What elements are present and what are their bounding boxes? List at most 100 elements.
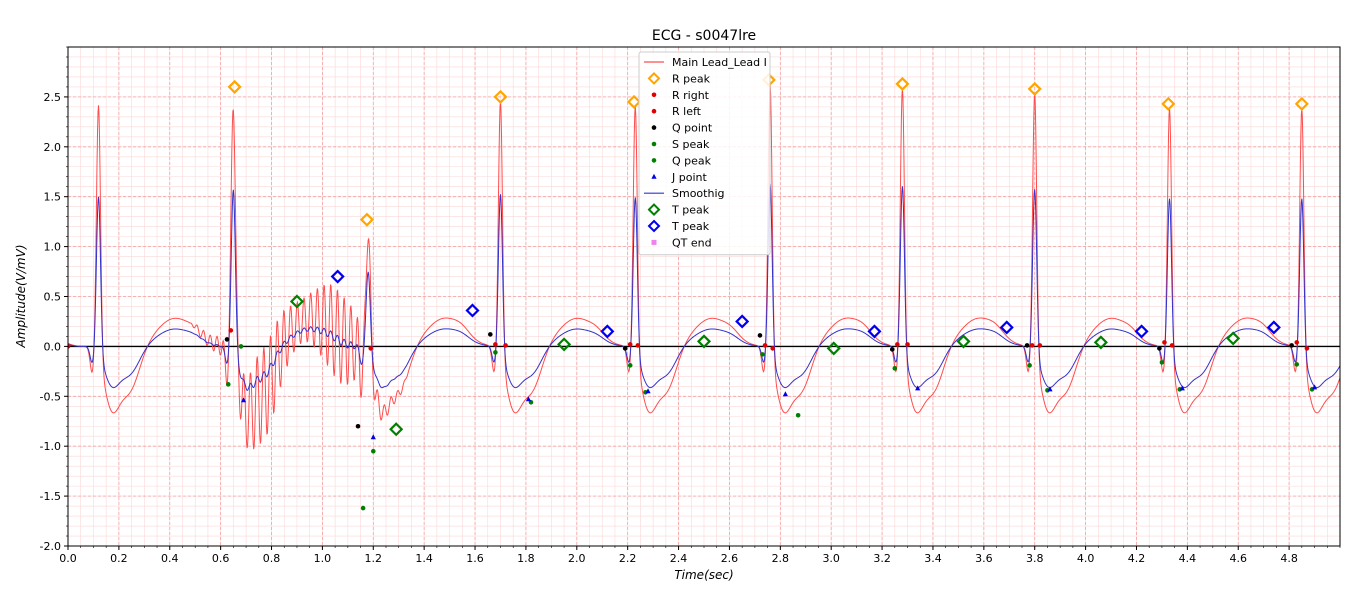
t-peak-green-marker — [696, 334, 712, 349]
y-tick-label: -2.0 — [40, 540, 61, 553]
chart-title: ECG - s0047lre — [652, 28, 756, 44]
s-peak-marker — [225, 382, 231, 387]
t-peak-blue-marker — [1266, 320, 1281, 335]
t-peak-green-marker — [557, 337, 572, 352]
x-tick-label: 2.0 — [568, 552, 586, 565]
x-tick-label: 3.6 — [975, 552, 993, 565]
r-point-marker — [1029, 343, 1035, 348]
r-peak-marker — [1294, 96, 1309, 111]
plot-area — [68, 72, 1340, 511]
x-tick-label: 3.0 — [822, 552, 840, 565]
y-tick-label: 1.5 — [44, 191, 62, 204]
j-point-marker — [1047, 386, 1053, 392]
r-point-marker — [1037, 343, 1043, 348]
r-point-marker — [905, 342, 910, 347]
r-peak-marker — [493, 89, 508, 104]
q-point-marker — [757, 333, 763, 338]
x-tick-label: 2.8 — [772, 552, 790, 565]
y-tick-label: 2.5 — [44, 91, 62, 104]
s-peak-marker — [360, 505, 366, 511]
x-tick-label: 4.6 — [1229, 552, 1247, 565]
t-peak-blue-marker — [999, 320, 1014, 335]
r-point-marker — [635, 343, 641, 348]
t-peak-green-marker — [956, 334, 971, 349]
legend-box — [638, 51, 771, 256]
legend-dot-swatch — [651, 108, 657, 114]
x-tick-label: 1.6 — [466, 552, 484, 565]
y-axis-label: Amplitude(V/mV) — [14, 244, 28, 348]
legend-diamond-swatch — [647, 203, 661, 217]
s-peak-marker — [238, 344, 244, 349]
q-point-marker — [622, 346, 628, 351]
legend-label: T peak — [671, 204, 710, 217]
y-tick-label: -1.5 — [40, 490, 61, 503]
r-peak-marker — [1161, 96, 1176, 111]
legend-square-swatch — [651, 239, 657, 245]
q-point-marker — [488, 332, 493, 337]
legend-dot-swatch — [651, 125, 657, 130]
j-point-marker — [915, 385, 921, 391]
s-peak-marker — [795, 412, 801, 418]
q-point-marker — [1024, 343, 1030, 348]
x-tick-label: 1.2 — [365, 552, 383, 565]
legend-label: Smoothig — [672, 187, 724, 200]
x-tick-label: 3.8 — [1026, 552, 1044, 565]
t-peak-green-marker — [826, 341, 841, 356]
legend-label: R right — [672, 89, 710, 102]
x-tick-label: 4.8 — [1280, 552, 1298, 565]
r-point-marker — [627, 342, 633, 347]
r-point-marker — [493, 342, 498, 347]
legend-label: Q point — [672, 122, 713, 135]
marker-layer — [68, 72, 1318, 511]
s-peak-marker — [1294, 362, 1300, 367]
x-tick-label: 1.8 — [517, 552, 535, 565]
y-axis: -2.0 -1.5 -1.0 -0.5 0.0 0.5 1.0 1.5 2.0 2.5 — [40, 46, 68, 553]
y-tick-label: 2.0 — [44, 141, 62, 154]
t-peak-green-marker — [289, 294, 305, 309]
r-peak-marker — [626, 94, 642, 109]
r-peak-marker — [359, 212, 374, 227]
y-tick-label: -1.0 — [40, 440, 61, 453]
s-peak-marker — [1159, 360, 1165, 365]
legend-diamond-swatch — [647, 219, 661, 233]
legend-label: Q peak — [672, 154, 712, 167]
legend-triangle-swatch — [651, 173, 657, 179]
x-tick-label: 2.2 — [619, 552, 637, 565]
t-peak-blue-marker — [465, 303, 480, 318]
t-peak-green-marker — [1226, 331, 1241, 346]
y-tick-label: -0.5 — [40, 390, 61, 403]
legend: Main Lead_Lead I R peak R right R left Q poi… — [638, 51, 771, 256]
t-peak-green-marker — [389, 422, 404, 437]
x-tick-label: 0.2 — [110, 552, 128, 565]
x-tick-label: 3.4 — [924, 552, 942, 565]
r-peak-marker — [1027, 81, 1042, 96]
r-point-marker — [68, 344, 71, 349]
legend-label: J point — [671, 171, 707, 184]
x-tick-label: 1.0 — [314, 552, 332, 565]
x-tick-label: 0.6 — [212, 552, 230, 565]
s-peak-marker — [892, 366, 898, 371]
legend-dot-swatch — [651, 141, 657, 147]
legend-label: T peak — [671, 220, 710, 233]
r-point-marker — [1169, 343, 1175, 348]
r-point-marker — [1304, 346, 1310, 351]
legend-label: R peak — [672, 72, 711, 85]
legend-label: Main Lead_Lead I — [672, 56, 767, 69]
x-tick-label: 4.0 — [1077, 552, 1095, 565]
s-peak-marker — [370, 448, 376, 454]
r-peak-marker — [895, 76, 910, 91]
r-point-marker — [895, 342, 900, 347]
y-tick-label: 0.5 — [44, 291, 62, 304]
legend-label: R left — [672, 105, 702, 118]
x-tick-label: 0.0 — [59, 552, 77, 565]
j-point-marker — [240, 397, 247, 403]
q-point-marker — [355, 423, 361, 429]
x-tick-label: 1.4 — [415, 552, 433, 565]
legend-dot-swatch — [651, 92, 657, 98]
j-point-marker — [370, 434, 376, 440]
t-peak-blue-marker — [330, 269, 345, 284]
r-point-marker — [228, 328, 234, 333]
x-tick-label: 3.2 — [873, 552, 891, 565]
q-point-marker — [1289, 343, 1294, 348]
